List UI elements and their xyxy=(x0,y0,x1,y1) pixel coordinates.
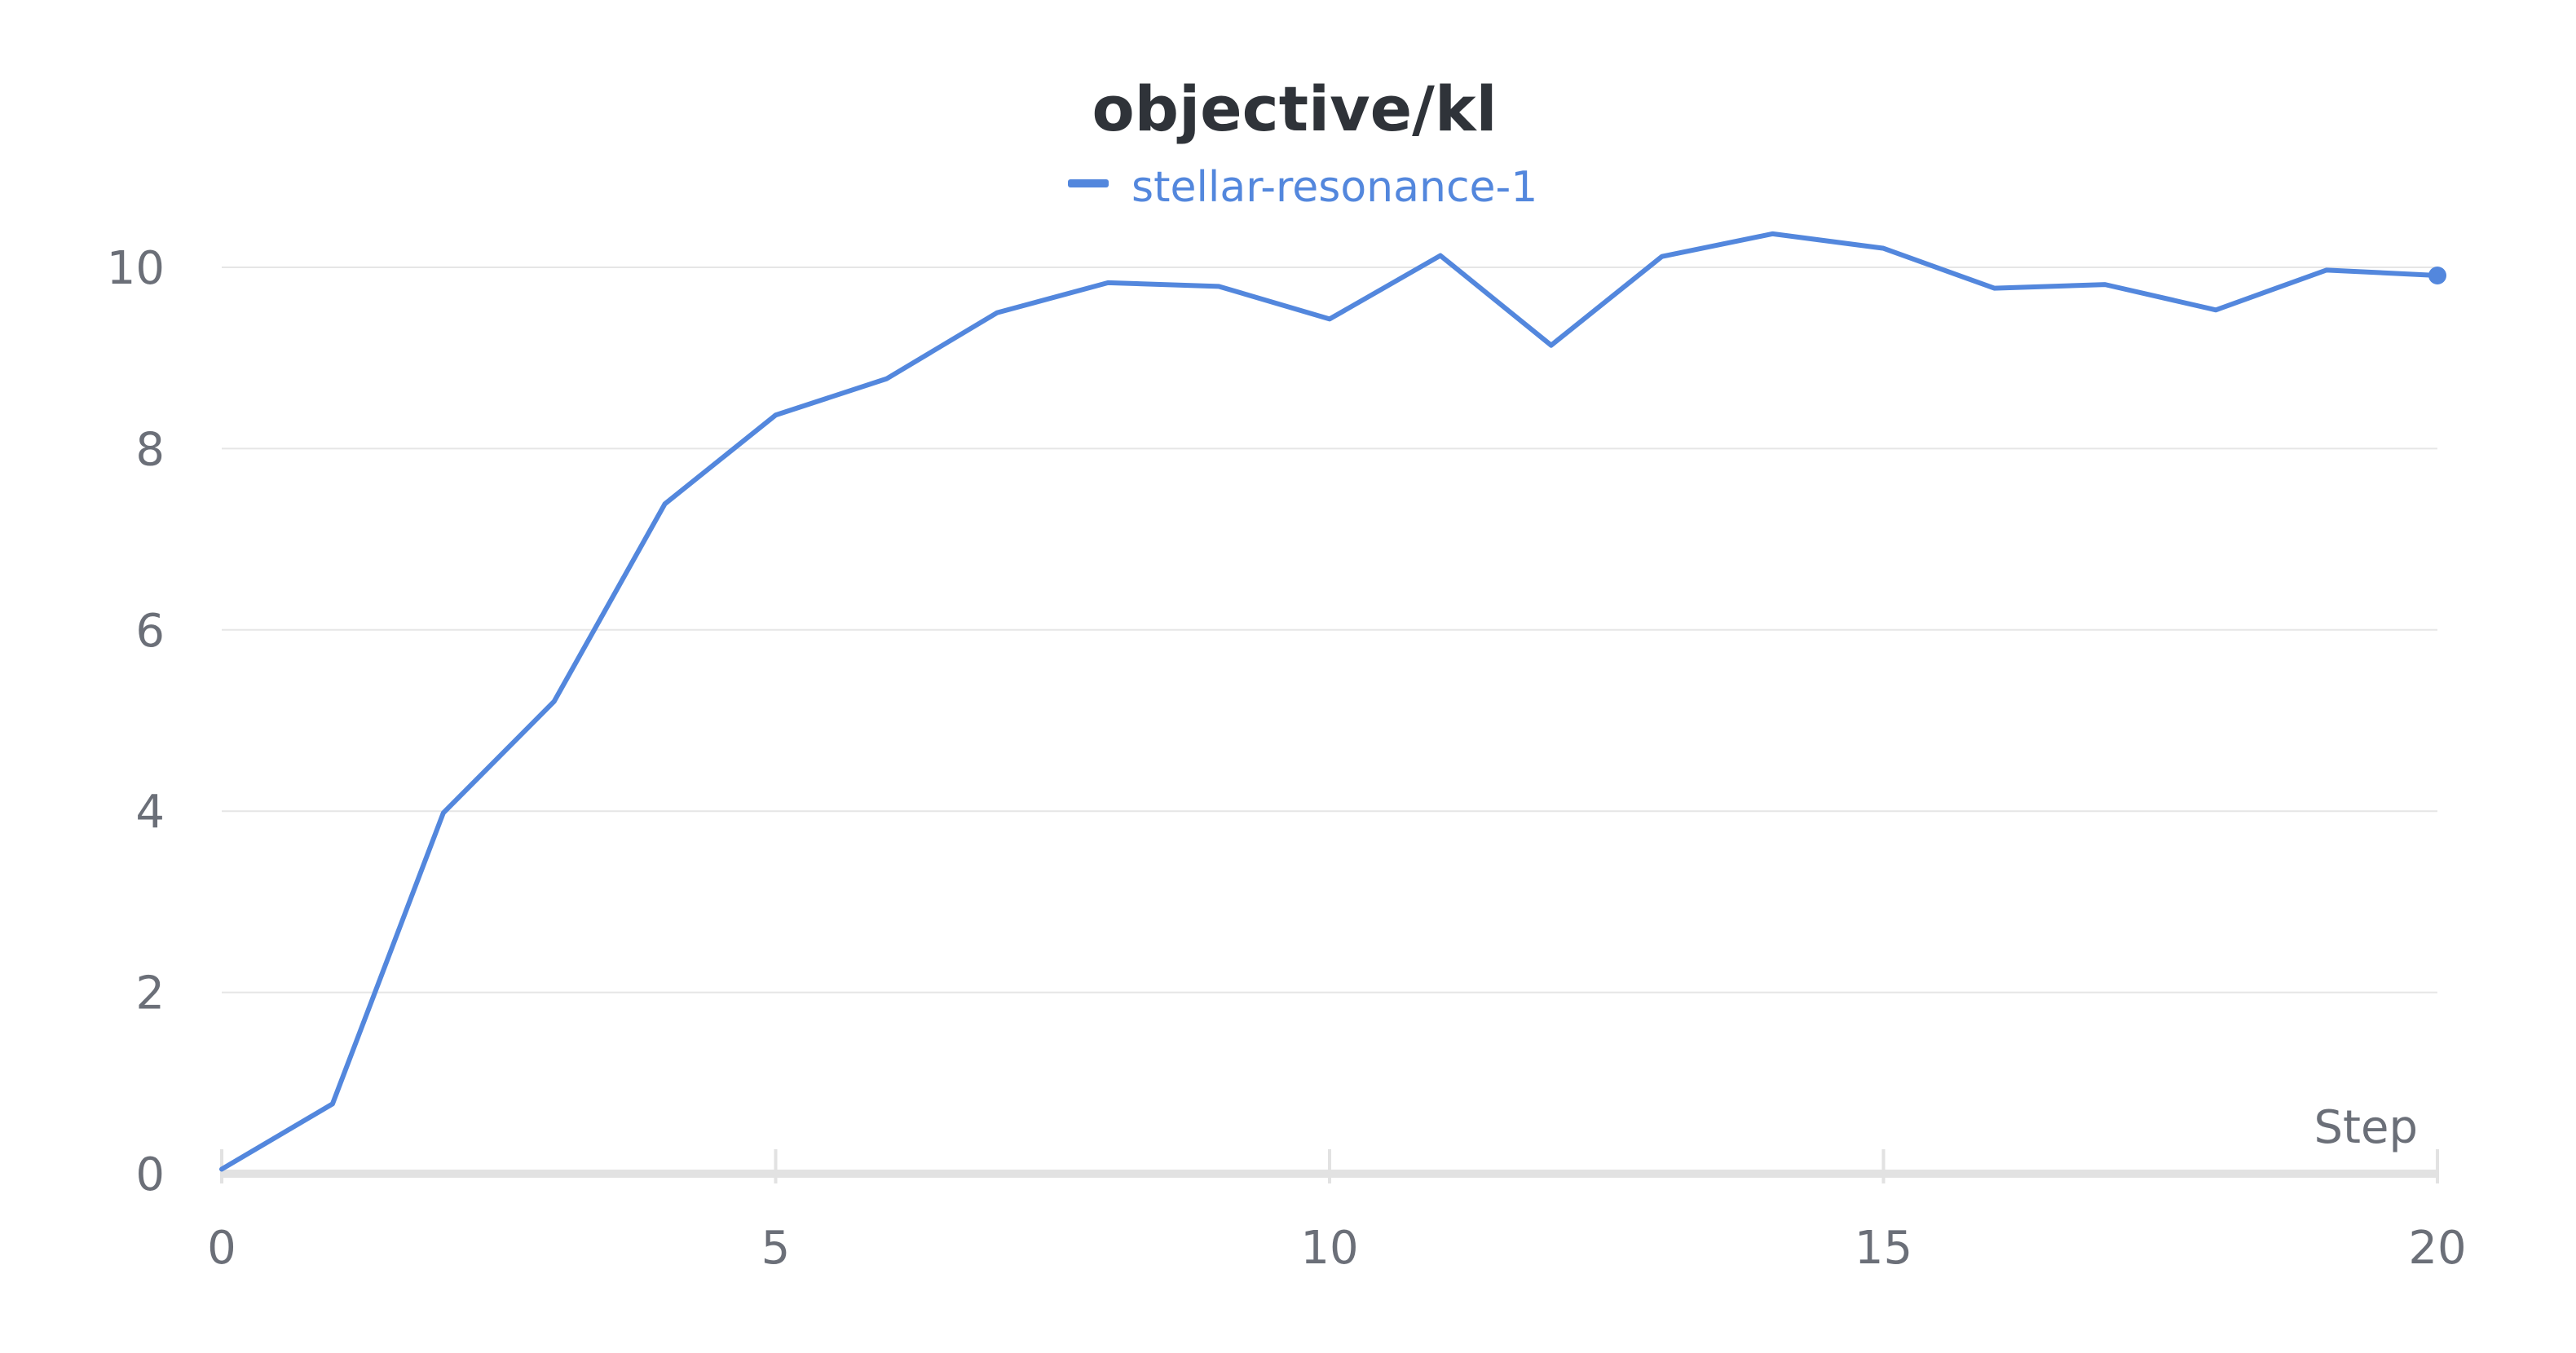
legend-swatch xyxy=(1068,179,1109,187)
y-tick-label: 2 xyxy=(135,967,165,1020)
x-tick-label: 0 xyxy=(207,1222,236,1275)
x-tick-label: 20 xyxy=(2408,1222,2466,1275)
x-tick-label: 10 xyxy=(1300,1222,1358,1275)
y-tick-label: 10 xyxy=(107,242,165,295)
x-tick-label: 5 xyxy=(761,1222,791,1275)
y-tick-label: 0 xyxy=(135,1148,165,1201)
gridlines xyxy=(222,267,2437,994)
y-axis: 0 2 4 6 8 10 xyxy=(107,242,165,1201)
y-tick-label: 4 xyxy=(135,786,165,839)
x-tick-label: 15 xyxy=(1855,1222,1912,1275)
y-tick-label: 6 xyxy=(135,605,165,658)
legend: stellar-resonance-1 xyxy=(1068,163,1537,212)
series-line xyxy=(219,231,2440,1172)
legend-label: stellar-resonance-1 xyxy=(1131,163,1537,212)
x-axis: 0 5 10 15 20 xyxy=(207,1149,2467,1275)
series-end-point xyxy=(2428,267,2446,285)
y-tick-label: 8 xyxy=(135,423,165,476)
x-axis-title: Step xyxy=(2314,1101,2418,1154)
series-layer xyxy=(219,231,2446,1172)
chart-title: objective/kl xyxy=(1092,73,1497,145)
